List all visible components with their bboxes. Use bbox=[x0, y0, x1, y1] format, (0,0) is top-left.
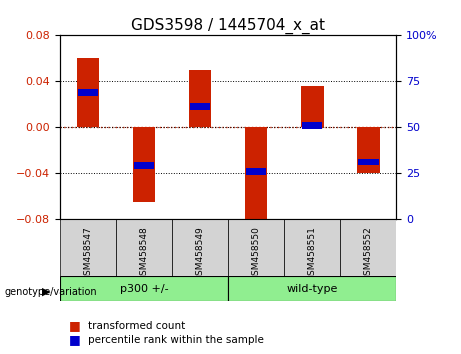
FancyBboxPatch shape bbox=[116, 219, 172, 276]
Text: GSM458552: GSM458552 bbox=[364, 226, 373, 281]
Bar bbox=[133, 127, 155, 202]
Text: transformed count: transformed count bbox=[88, 321, 185, 331]
FancyBboxPatch shape bbox=[228, 219, 284, 276]
Text: percentile rank within the sample: percentile rank within the sample bbox=[88, 335, 264, 345]
Bar bbox=[77, 58, 99, 127]
Text: ■: ■ bbox=[69, 319, 81, 332]
FancyBboxPatch shape bbox=[228, 276, 396, 301]
Text: wild-type: wild-type bbox=[287, 284, 338, 293]
Text: genotype/variation: genotype/variation bbox=[5, 287, 97, 297]
Bar bbox=[134, 162, 154, 169]
Bar bbox=[246, 168, 266, 175]
Bar bbox=[245, 127, 267, 225]
Bar bbox=[190, 103, 210, 110]
Bar bbox=[189, 70, 211, 127]
FancyBboxPatch shape bbox=[60, 276, 228, 301]
Text: GSM458549: GSM458549 bbox=[195, 226, 205, 281]
Bar bbox=[357, 127, 379, 173]
Text: ▶: ▶ bbox=[42, 287, 51, 297]
Text: p300 +/-: p300 +/- bbox=[120, 284, 168, 293]
Text: GSM458551: GSM458551 bbox=[308, 226, 317, 281]
Bar bbox=[78, 90, 98, 96]
Bar bbox=[358, 159, 378, 165]
Text: ■: ■ bbox=[69, 333, 81, 346]
Bar bbox=[301, 86, 324, 127]
Text: GSM458550: GSM458550 bbox=[252, 226, 261, 281]
Title: GDS3598 / 1445704_x_at: GDS3598 / 1445704_x_at bbox=[131, 18, 325, 34]
FancyBboxPatch shape bbox=[284, 219, 340, 276]
FancyBboxPatch shape bbox=[60, 219, 116, 276]
Bar bbox=[302, 122, 322, 129]
FancyBboxPatch shape bbox=[340, 219, 396, 276]
FancyBboxPatch shape bbox=[172, 219, 228, 276]
Text: GSM458547: GSM458547 bbox=[83, 226, 93, 281]
Text: GSM458548: GSM458548 bbox=[140, 226, 148, 281]
